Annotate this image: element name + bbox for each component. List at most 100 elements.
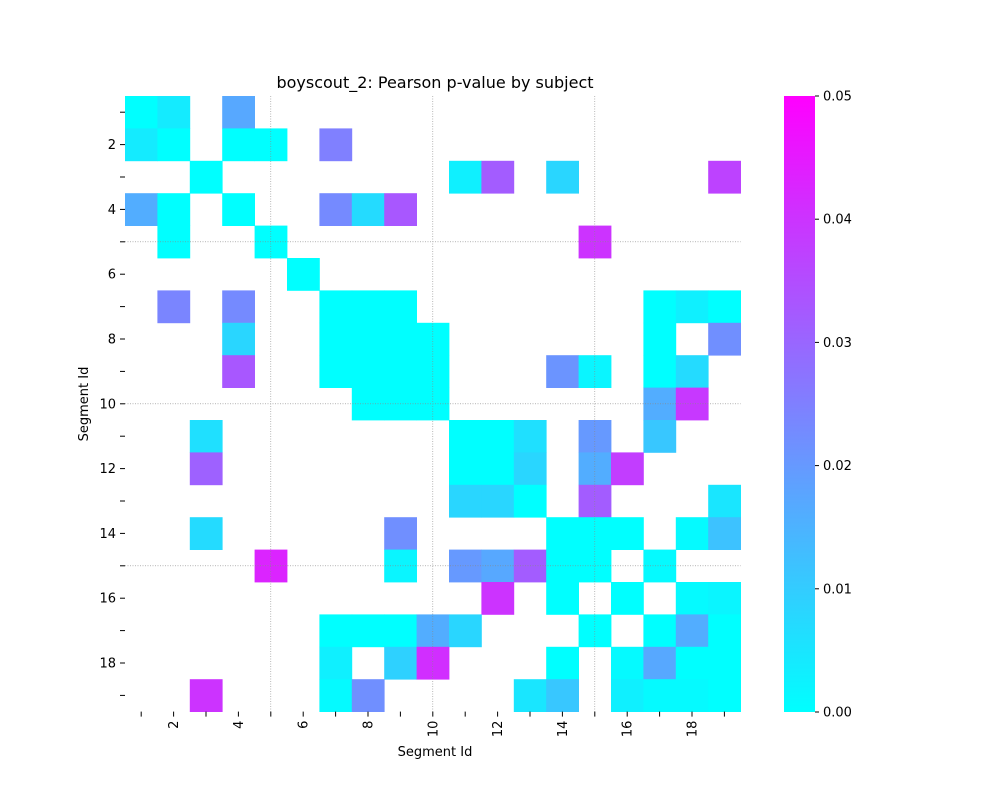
x-tick-label: 10 (426, 721, 441, 738)
heatmap-cell-r9-c8 (351, 355, 385, 388)
y-tick-label: 18 (99, 657, 116, 672)
heatmap-cell-r3-c3 (189, 160, 223, 194)
heatmap-cell-r4-c2 (157, 193, 191, 226)
x-tick-label: 14 (556, 721, 571, 738)
heatmap-cell-r2-c2 (157, 128, 191, 162)
heatmap-cell-r18-c16 (611, 646, 644, 680)
heatmap-cell-r11-c11 (449, 420, 482, 453)
heatmap-cell-r9-c7 (319, 355, 353, 388)
heatmap-cell-r18-c9 (384, 646, 417, 680)
heatmap-cell-r4-c1 (125, 193, 158, 226)
heatmap-cell-r9-c14 (546, 355, 579, 388)
heatmap-cell-r17-c9 (384, 614, 417, 648)
heatmap-cell-r14-c16 (611, 517, 644, 550)
x-tick-label: 16 (621, 721, 636, 738)
heatmap-cell-r19-c13 (513, 679, 547, 712)
heatmap-cell-r16-c12 (481, 582, 515, 615)
y-axis-label: Segment Id (77, 367, 92, 442)
heatmap-cell-r13-c12 (481, 484, 515, 518)
heatmap-cell-r8-c7 (319, 322, 353, 356)
heatmap-cell-r14-c18 (675, 517, 709, 550)
heatmap-cell-r18-c14 (546, 646, 579, 680)
colorbar-tick-label: 0.01 (823, 582, 852, 597)
heatmap-cell-r12-c16 (611, 452, 644, 486)
heatmap-cell-r16-c19 (708, 582, 741, 615)
heatmap-cell-r2-c1 (125, 128, 158, 162)
heatmap-cell-r11-c17 (643, 420, 677, 453)
y-axis: 2 4 6 8 10 12 14 16 18 (99, 111, 125, 696)
x-tick-label: 8 (362, 721, 377, 729)
x-tick-label: 2 (167, 721, 182, 729)
heatmap-cell-r1-c1 (125, 96, 158, 129)
y-tick-label: 4 (108, 203, 116, 218)
colorbar-tick-label: 0.00 (823, 706, 852, 721)
x-axis-label: Segment Id (398, 745, 473, 760)
heatmap-cell-r9-c4 (222, 355, 255, 388)
x-tick-label: 6 (297, 721, 312, 729)
heatmap-cell-r2-c4 (222, 128, 255, 162)
heatmap-cell-r19-c8 (351, 679, 385, 712)
heatmap-cell-r19-c14 (546, 679, 579, 712)
heatmap-cell-r18-c17 (643, 646, 677, 680)
heatmap-cell-r9-c18 (675, 355, 709, 388)
grid-lines (125, 96, 741, 712)
heatmap-cell-r1-c4 (222, 96, 255, 129)
x-tick-label: 12 (491, 721, 506, 738)
heatmap-cell-r7-c8 (351, 290, 385, 324)
colorbar (784, 96, 815, 712)
heatmap-cell-r4-c9 (384, 193, 417, 226)
heatmap-cell-r8-c9 (384, 322, 417, 356)
heatmap-cell-r8-c8 (351, 322, 385, 356)
heatmap-cell-r19-c18 (675, 679, 709, 712)
heatmap-cell-r1-c2 (157, 96, 191, 129)
heatmap-cell-r19-c7 (319, 679, 353, 712)
heatmap-cell-r19-c17 (643, 679, 677, 712)
y-tick-label: 6 (108, 268, 116, 283)
heatmap-cell-r13-c19 (708, 484, 741, 518)
x-tick-label: 18 (686, 721, 701, 738)
heatmap-cell-r3-c19 (708, 160, 741, 194)
y-tick-label: 14 (99, 527, 116, 542)
chart-title: boyscout_2: Pearson p-value by subject (276, 73, 593, 93)
colorbar-tick-label: 0.03 (823, 336, 852, 351)
heatmap-cell-r12-c3 (189, 452, 223, 486)
heatmap-cell-r6-c6 (287, 258, 320, 291)
heatmap-cell-r19-c19 (708, 679, 741, 712)
heatmap-cell-r9-c17 (643, 355, 677, 388)
heatmap-cell-r7-c18 (675, 290, 709, 324)
y-tick-label: 8 (108, 333, 116, 348)
heatmap-cell-r17-c17 (643, 614, 677, 648)
heatmap-cell-r17-c19 (708, 614, 741, 648)
heatmap-cell-r11-c3 (189, 420, 223, 453)
colorbar-tick-label: 0.04 (823, 213, 852, 228)
heatmap-cell-r17-c7 (319, 614, 353, 648)
heatmap-cell-r8-c19 (708, 322, 741, 356)
heatmap-cell-r14-c9 (384, 517, 417, 550)
heatmap-cell-r3-c11 (449, 160, 482, 194)
heatmap-cell-r13-c11 (449, 484, 482, 518)
heatmap-cell-r3-c12 (481, 160, 515, 194)
heatmap-cell-r8-c4 (222, 322, 255, 356)
colorbar-ticks: 0.00 0.01 0.02 0.03 0.04 0.05 (815, 90, 852, 721)
y-tick-label: 10 (99, 397, 116, 412)
heatmap-cell-r18-c18 (675, 646, 709, 680)
heatmap-cell-r11-c13 (513, 420, 547, 453)
heatmap-cell-r19-c16 (611, 679, 644, 712)
heatmap-cell-r4-c4 (222, 193, 255, 226)
heatmap-cell-r7-c2 (157, 290, 191, 324)
heatmap-cell-r17-c18 (675, 614, 709, 648)
y-tick-label: 2 (108, 138, 116, 153)
heatmap-cell-r7-c7 (319, 290, 353, 324)
heatmap-cell-r13-c13 (513, 484, 547, 518)
colorbar-tick-label: 0.05 (823, 90, 852, 105)
heatmap-cell-r7-c9 (384, 290, 417, 324)
heatmap-cell-r19-c3 (189, 679, 223, 712)
heatmap-cell-r14-c14 (546, 517, 579, 550)
y-tick-label: 12 (99, 462, 116, 477)
heatmap-cell-r16-c14 (546, 582, 579, 615)
x-tick-label: 4 (232, 721, 247, 729)
heatmap-cell-r16-c16 (611, 582, 644, 615)
heatmap-cell-r12-c13 (513, 452, 547, 486)
heatmap-cell-r18-c19 (708, 646, 741, 680)
